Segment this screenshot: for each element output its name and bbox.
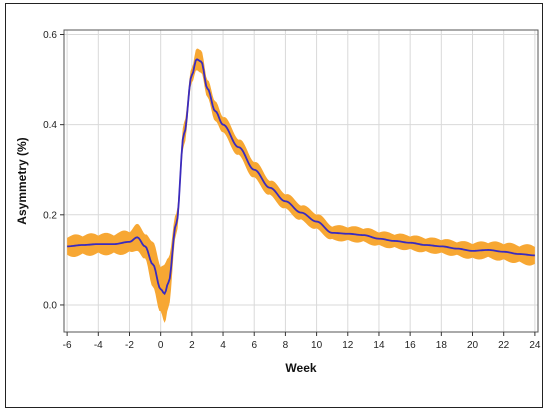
x-tick-label: 24 [529, 340, 541, 351]
y-tick-label: 0.2 [43, 210, 57, 221]
chart-frame [5, 3, 543, 408]
x-tick-label: -2 [125, 340, 134, 351]
y-tick-label: 0.0 [43, 300, 57, 311]
x-tick-label: 18 [436, 340, 448, 351]
x-tick-label: 4 [220, 340, 226, 351]
asymmetry-mean-line [67, 58, 535, 296]
confidence-band-layer [67, 48, 535, 323]
y-axis-ticks: 0.0 0.2 0.4 0.6 [43, 30, 64, 311]
x-tick-label: 12 [342, 340, 354, 351]
y-axis-title: Asymmetry (%) [15, 137, 29, 224]
y-tick-label: 0.6 [43, 30, 57, 41]
y-tick-label: 0.4 [43, 120, 57, 131]
x-tick-label: 20 [467, 340, 479, 351]
x-tick-label: 16 [405, 340, 417, 351]
x-tick-label: 0 [158, 340, 164, 351]
x-tick-label: 2 [189, 340, 195, 351]
x-axis-ticks: -6 -4 -2 0 2 4 6 8 10 12 14 16 18 20 22 24 [63, 332, 541, 351]
grid-lines [64, 30, 538, 332]
plot-area-border [63, 29, 539, 333]
x-tick-label: 6 [251, 340, 257, 351]
x-tick-label: 14 [373, 340, 385, 351]
series-line-layer [67, 58, 535, 296]
x-tick-label: 22 [498, 340, 510, 351]
x-tick-label: -6 [63, 340, 72, 351]
x-tick-label: 8 [283, 340, 289, 351]
x-tick-label: -4 [94, 340, 103, 351]
confidence-band [67, 48, 535, 323]
x-axis-title: Week [285, 361, 316, 375]
x-tick-label: 10 [311, 340, 323, 351]
